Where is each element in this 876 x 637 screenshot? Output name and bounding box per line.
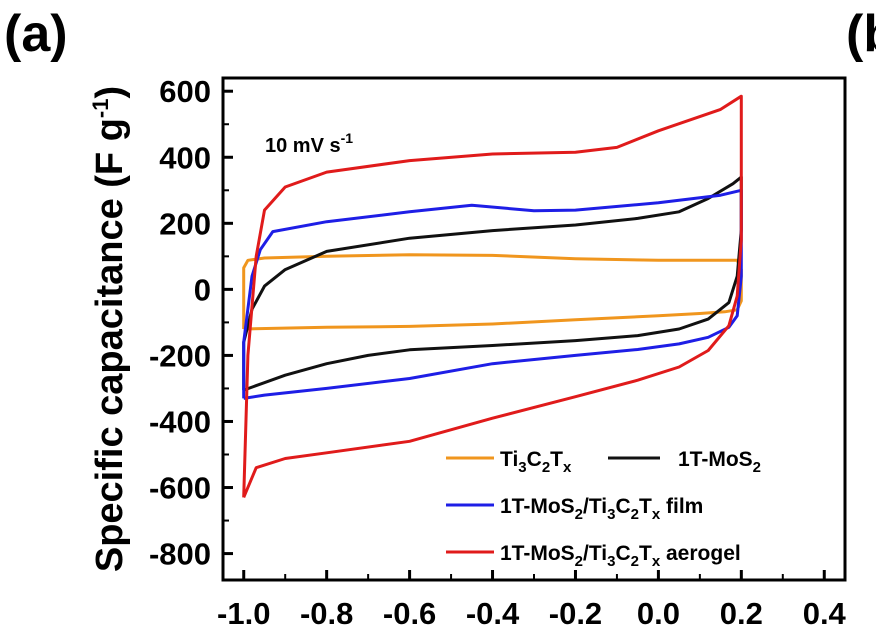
legend-label-aerogel: 1T-MoS2/Ti3C2Tx aerogel	[500, 542, 741, 570]
y-tick-label: -200	[149, 338, 211, 373]
x-tick-label: -0.4	[466, 596, 520, 631]
legend-label-mos2: 1T-MoS2	[678, 448, 761, 476]
y-tick-label: 400	[159, 140, 211, 175]
series-mos2-line	[242, 175, 743, 392]
x-tick-label: -0.2	[549, 596, 602, 631]
y-axis-label: Specific capacitance (F g-1)	[88, 86, 131, 572]
series-ti3c2tx-line	[242, 253, 743, 331]
x-tick-label: -0.6	[383, 596, 436, 631]
axis-ticks	[223, 89, 826, 580]
panel-label-b: (b	[846, 5, 876, 63]
x-tick-label: 0.4	[803, 596, 847, 631]
legend-label-ti3c2tx: Ti3C2Tx	[500, 448, 572, 476]
y-tick-label: 200	[159, 206, 211, 241]
y-tick-label: -400	[149, 404, 211, 439]
scan-rate-annotation: 10 mV s-1	[265, 130, 353, 157]
panel-label-a: (a)	[4, 5, 68, 63]
y-tick-label: 600	[159, 74, 211, 109]
x-tick-label: 0.0	[637, 596, 680, 631]
y-tick-label: -800	[149, 537, 211, 572]
series-aerogel-line	[242, 94, 743, 498]
y-tick-label: 0	[194, 272, 211, 307]
series-layer	[242, 94, 743, 498]
x-tick-label: 0.2	[720, 596, 763, 631]
tick-labels: 600 400 200 0 -200 -400 -600 -800-1.0 -0.8 -0.6 -0…	[149, 74, 847, 631]
x-tick-label: -0.8	[300, 596, 353, 631]
legend-label-film: 1T-MoS2/Ti3C2Tx film	[500, 495, 703, 523]
x-tick-label: -1.0	[217, 596, 270, 631]
legend: Ti3C2Tx 1T-MoS2 1T-MoS2/Ti3C2Tx film 1T-MoS…	[446, 448, 761, 570]
y-tick-label: -600	[149, 471, 211, 506]
